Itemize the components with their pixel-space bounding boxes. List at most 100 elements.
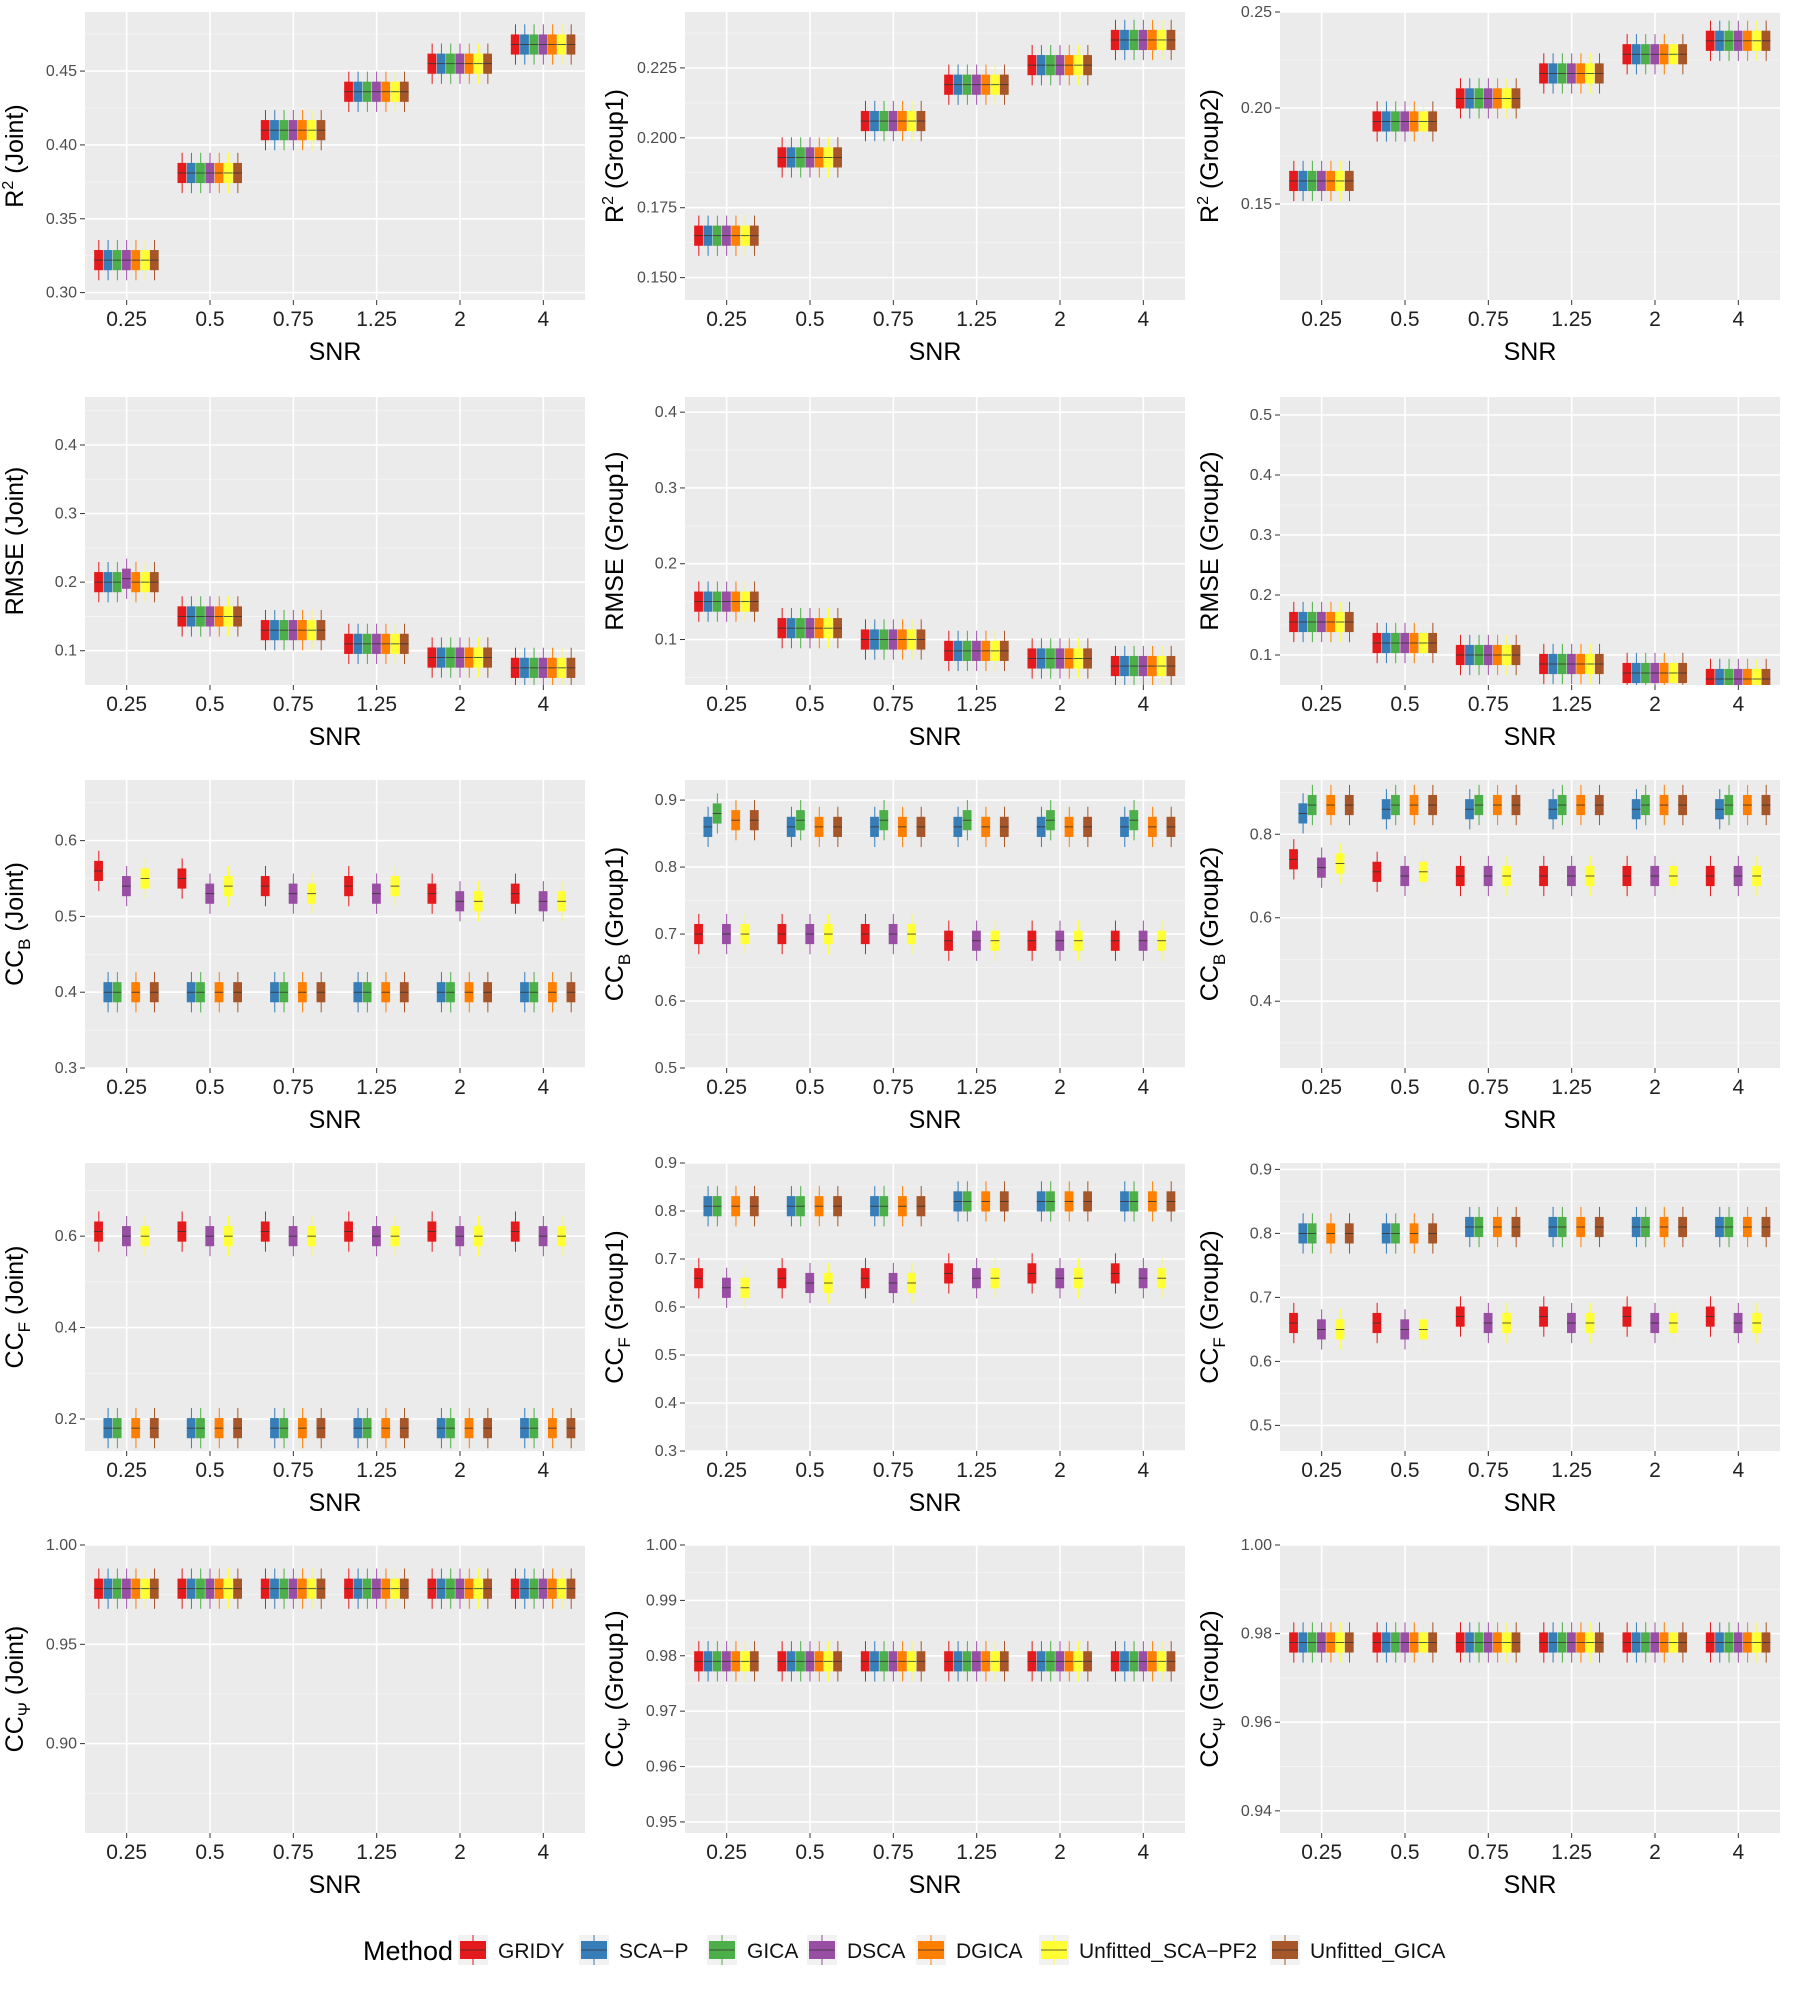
- y-axis-title-rest: (Joint): [1, 1626, 29, 1702]
- y-axis-title-rest: (Group1): [601, 1230, 629, 1337]
- y-tick-label: 0.95: [646, 1814, 677, 1831]
- y-axis-title-sub: B: [15, 938, 34, 949]
- panel-background: [1280, 780, 1780, 1068]
- x-tick-label: 1.25: [956, 693, 997, 716]
- y-axis-title-rest: (Joint): [1, 467, 29, 543]
- y-axis-title-base: RMSE: [1196, 558, 1224, 630]
- box-dgica: [1743, 669, 1752, 685]
- x-tick-label: 2: [1649, 693, 1661, 716]
- y-tick-label: 0.4: [655, 404, 677, 421]
- x-axis-title: SNR: [309, 1106, 362, 1134]
- x-tick-label: 1.25: [1551, 1459, 1592, 1482]
- y-axis-title-rest: (Group1): [601, 451, 629, 558]
- y-axis-title-base: R: [601, 205, 629, 223]
- y-tick-label: 0.1: [55, 643, 77, 660]
- box-unfitted-gica: [1762, 669, 1771, 685]
- y-tick-label: 0.225: [637, 60, 677, 77]
- panel-background: [685, 397, 1185, 685]
- x-tick-label: 2: [1054, 693, 1066, 716]
- x-tick-label: 0.75: [1468, 308, 1509, 331]
- y-tick-label: 0.8: [655, 1203, 677, 1220]
- legend-label: GICA: [747, 1940, 798, 1963]
- y-tick-label: 0.5: [655, 1347, 677, 1364]
- y-tick-label: 0.6: [55, 1228, 77, 1245]
- y-axis-title-rest: (Group1): [601, 847, 629, 954]
- y-axis-title-rest: (Joint): [1, 862, 29, 938]
- x-tick-label: 0.25: [106, 1841, 147, 1864]
- panel-background: [85, 12, 585, 300]
- x-tick-label: 1.25: [1551, 693, 1592, 716]
- y-axis-title-base: R: [1, 190, 29, 208]
- x-tick-label: 1.25: [956, 308, 997, 331]
- x-tick-label: 4: [537, 693, 549, 716]
- x-tick-label: 0.75: [1468, 693, 1509, 716]
- box-gridy: [1706, 669, 1715, 685]
- x-tick-label: 4: [1732, 1076, 1744, 1099]
- y-tick-label: 0.45: [46, 63, 77, 80]
- y-tick-label: 0.1: [655, 632, 677, 649]
- y-axis-title-base: CC: [601, 1732, 629, 1768]
- y-axis-title-rest: (Group2): [1196, 1230, 1224, 1337]
- y-tick-label: 0.96: [1241, 1714, 1272, 1731]
- y-axis-title-sub: Ψ: [15, 1702, 34, 1716]
- y-tick-label: 0.8: [655, 859, 677, 876]
- x-tick-label: 0.25: [706, 1841, 747, 1864]
- y-tick-label: 0.96: [646, 1759, 677, 1776]
- x-axis-title: SNR: [909, 338, 962, 366]
- y-tick-label: 0.4: [55, 1320, 77, 1337]
- x-tick-label: 2: [454, 308, 466, 331]
- legend-label: DSCA: [847, 1940, 905, 1963]
- panel-background: [85, 1163, 585, 1451]
- y-tick-label: 0.4: [1250, 993, 1272, 1010]
- y-tick-label: 0.4: [1250, 467, 1272, 484]
- legend-label: Unfitted_GICA: [1310, 1940, 1445, 1963]
- x-tick-label: 0.5: [795, 693, 824, 716]
- y-axis-title-rest: (Group2): [1196, 89, 1224, 196]
- box-gica: [1724, 669, 1733, 685]
- y-tick-label: 0.40: [46, 137, 77, 154]
- x-tick-label: 2: [1054, 1459, 1066, 1482]
- x-axis-title: SNR: [909, 1871, 962, 1899]
- legend-label: Unfitted_SCA−PF2: [1079, 1940, 1257, 1963]
- y-axis-title: RMSE (Group2): [1196, 451, 1224, 630]
- y-axis-title-base: CC: [1196, 965, 1224, 1001]
- panel-background: [85, 397, 585, 685]
- box-dsca: [1734, 669, 1743, 685]
- x-tick-label: 0.75: [273, 1841, 314, 1864]
- x-tick-label: 2: [1649, 1841, 1661, 1864]
- x-tick-label: 1.25: [356, 693, 397, 716]
- x-tick-label: 0.25: [1301, 1841, 1342, 1864]
- x-tick-label: 1.25: [356, 1841, 397, 1864]
- x-tick-label: 4: [1137, 1841, 1149, 1864]
- x-axis-title: SNR: [1504, 1871, 1557, 1899]
- y-tick-label: 0.2: [55, 1411, 77, 1428]
- y-tick-label: 0.6: [1250, 1353, 1272, 1370]
- panel-background: [685, 1545, 1185, 1833]
- x-axis-title: SNR: [1504, 338, 1557, 366]
- y-tick-label: 0.1: [1250, 647, 1272, 664]
- x-tick-label: 0.75: [1468, 1841, 1509, 1864]
- x-axis-title: SNR: [309, 723, 362, 751]
- legend-label: DGICA: [956, 1940, 1023, 1963]
- x-tick-label: 0.5: [195, 693, 224, 716]
- x-tick-label: 0.75: [1468, 1459, 1509, 1482]
- x-axis-title: SNR: [1504, 723, 1557, 751]
- y-axis-title-base: CC: [1196, 1732, 1224, 1768]
- x-tick-label: 0.25: [106, 308, 147, 331]
- y-tick-label: 0.7: [655, 1251, 677, 1268]
- x-tick-label: 0.25: [706, 308, 747, 331]
- x-tick-label: 4: [537, 1459, 549, 1482]
- x-tick-label: 0.75: [873, 1459, 914, 1482]
- x-tick-label: 1.25: [1551, 1841, 1592, 1864]
- y-tick-label: 0.6: [1250, 910, 1272, 927]
- x-tick-label: 4: [1137, 1459, 1149, 1482]
- x-axis-title: SNR: [909, 723, 962, 751]
- y-tick-label: 0.5: [1250, 1417, 1272, 1434]
- y-tick-label: 0.90: [46, 1736, 77, 1753]
- x-tick-label: 2: [454, 1459, 466, 1482]
- y-tick-label: 0.30: [46, 285, 77, 302]
- y-axis-title-base: CC: [601, 1348, 629, 1384]
- y-axis-title-base: CC: [601, 965, 629, 1001]
- y-axis-title-sub: F: [1210, 1337, 1229, 1347]
- x-tick-label: 4: [1137, 1076, 1149, 1099]
